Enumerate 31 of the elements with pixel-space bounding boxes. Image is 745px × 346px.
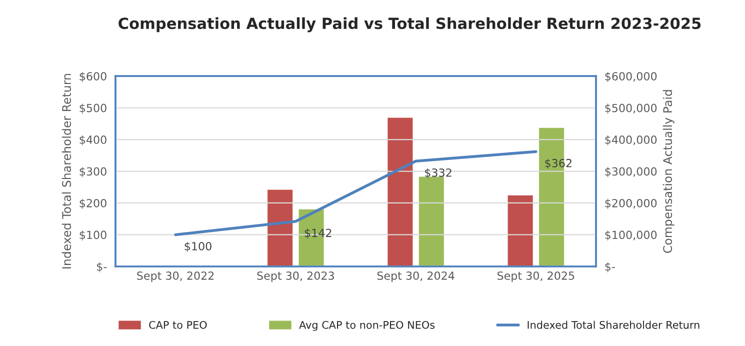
y-tick-label: $600 <box>80 72 106 82</box>
legend-label: CAP to PEO <box>149 320 207 329</box>
y2-tick-label: $400,000 <box>605 135 657 146</box>
y2-tick-label: $200,000 <box>605 198 657 209</box>
y2-axis-title: Compensation Actually Paid <box>662 90 674 253</box>
x-tick-label: Sept 30, 2022 <box>137 271 214 282</box>
y-tick-label: $400 <box>80 135 106 146</box>
y-tick-label: $300 <box>80 167 106 178</box>
data-label: $142 <box>304 228 332 239</box>
line-series <box>174 150 538 236</box>
y2-tick-label: $500,000 <box>605 104 657 114</box>
bar <box>386 116 414 266</box>
chart-title: Compensation Actually Paid vs Total Shareholder Return 2023-2025 <box>118 17 701 32</box>
legend-label: Indexed Total Shareholder Return <box>528 320 700 329</box>
x-tick-label: Sept 30, 2025 <box>498 271 574 282</box>
y2-tick-label: $- <box>605 262 615 272</box>
bar <box>506 194 534 266</box>
x-tick-label: Sept 30, 2024 <box>377 271 454 282</box>
y-axis-title: Indexed Total Shareholder Return <box>62 74 72 268</box>
y2-tick-label: $100,000 <box>605 230 657 241</box>
bar <box>266 188 294 266</box>
y2-tick-label: $300,000 <box>605 167 657 178</box>
data-label: $100 <box>184 242 212 252</box>
y-tick-label: $100 <box>80 230 106 241</box>
y-tick-label: $- <box>96 262 107 272</box>
y-tick-label: $500 <box>80 104 106 114</box>
x-tick-label: Sept 30, 2023 <box>257 271 334 282</box>
y2-tick-label: $600,000 <box>605 72 657 82</box>
y-tick-label: $200 <box>80 198 106 209</box>
legend-label: Avg CAP to non-PEO NEOs <box>299 320 435 331</box>
data-label: $332 <box>425 168 452 178</box>
